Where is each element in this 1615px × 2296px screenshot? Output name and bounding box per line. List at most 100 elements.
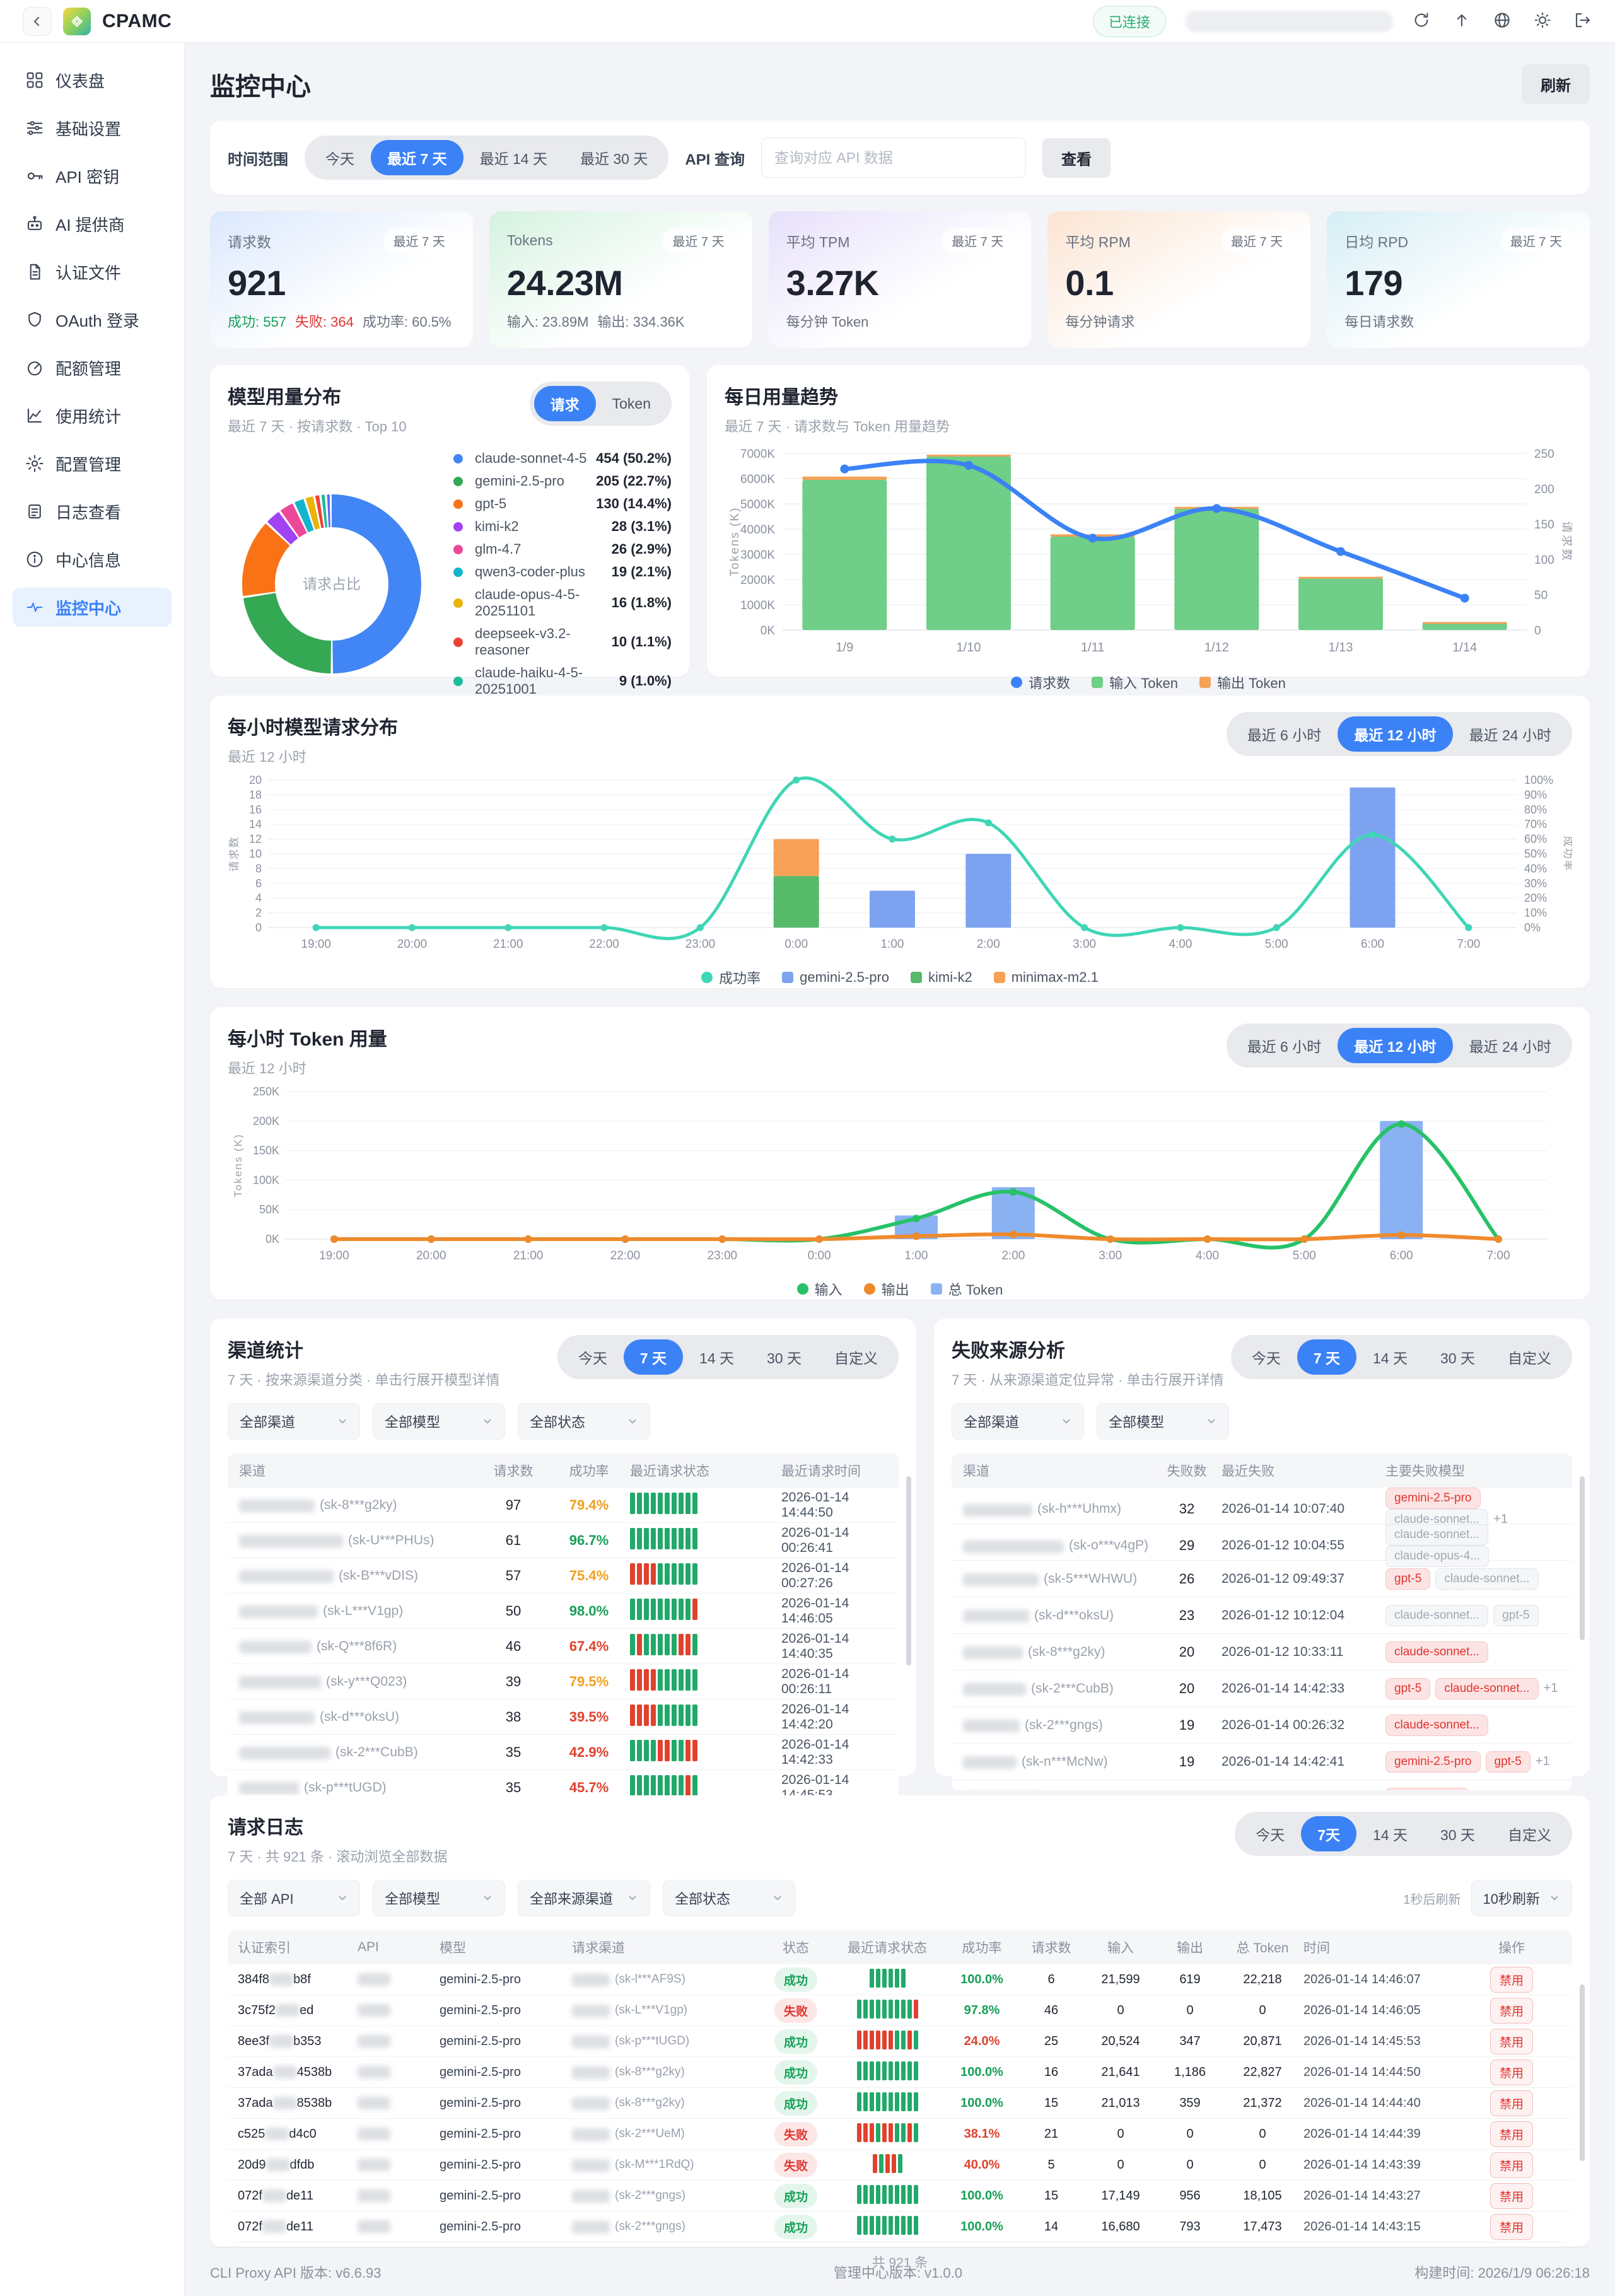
legend-item[interactable]: 输出 (863, 1279, 909, 1299)
sidebar-item-11[interactable]: 中心信息 (13, 540, 172, 579)
refresh-interval-select[interactable]: 10秒刷新 (1471, 1880, 1572, 1916)
failure-analysis-range-option[interactable]: 自定义 (1491, 1339, 1568, 1375)
disable-button[interactable]: 禁用 (1490, 2152, 1533, 2178)
filter-select[interactable]: 全部来源渠道 (518, 1880, 650, 1916)
hourly-requests-toggle-option[interactable]: 最近 6 小时 (1231, 716, 1338, 752)
legend-item[interactable]: gemini-2.5-pro (782, 969, 889, 986)
model-usage-toggle-option[interactable]: 请求 (533, 386, 596, 421)
channel-stats-range-option[interactable]: 30 天 (750, 1339, 818, 1375)
legend-item[interactable]: 输出 Token (1199, 672, 1286, 692)
hourly-tokens-toggle-option[interactable]: 最近 12 小时 (1338, 1028, 1453, 1063)
disable-button[interactable]: 禁用 (1490, 2182, 1533, 2209)
failure-row[interactable]: (sk-n***McNw) 19 2026-01-14 14:42:41 gemini… (952, 1744, 1572, 1780)
filter-select[interactable]: 全部 API (228, 1880, 360, 1916)
sidebar-item-9[interactable]: 配置管理 (13, 444, 172, 483)
logout-icon-button[interactable] (1573, 11, 1592, 32)
disable-button[interactable]: 禁用 (1490, 2059, 1533, 2085)
channel-row[interactable]: (sk-8***g2ky) 97 79.4% 2026-01-14 14:44:50 (228, 1488, 899, 1523)
disable-button[interactable]: 禁用 (1490, 2090, 1533, 2116)
refresh-button[interactable]: 刷新 (1522, 64, 1590, 104)
failure-analysis-range-option[interactable]: 7 天 (1297, 1339, 1357, 1375)
filter-select[interactable]: 全部模型 (373, 1880, 505, 1916)
time-range-option[interactable]: 今天 (309, 140, 371, 175)
legend-item[interactable]: 输入 Token (1092, 672, 1178, 692)
scrollbar[interactable] (906, 1476, 911, 1665)
disable-button[interactable]: 禁用 (1490, 2028, 1533, 2054)
sidebar-item-4[interactable]: AI 提供商 (13, 204, 172, 243)
time-range-option[interactable]: 最近 14 天 (464, 140, 564, 175)
request-log-range-option[interactable]: 14 天 (1356, 1816, 1424, 1851)
failure-row[interactable]: (sk-h***Uhmx) 32 2026-01-14 10:07:40 gemini… (952, 1488, 1572, 1530)
failure-analysis-range-option[interactable]: 今天 (1235, 1339, 1297, 1375)
channel-stats-range-option[interactable]: 自定义 (818, 1339, 894, 1375)
svg-text:0K: 0K (761, 624, 776, 638)
channel-stats-range-option[interactable]: 7 天 (623, 1339, 684, 1375)
channel-row[interactable]: (sk-2***CubB) 35 42.9% 2026-01-14 14:42:33 (228, 1735, 899, 1770)
filter-select[interactable]: 全部模型 (373, 1403, 505, 1440)
failure-row[interactable]: (sk-o***v4gP) 29 2026-01-12 10:04:55 claude… (952, 1524, 1572, 1567)
channel-row[interactable]: (sk-d***oksU) 38 39.5% 2026-01-14 14:42:20 (228, 1699, 899, 1735)
filter-select[interactable]: 全部状态 (663, 1880, 795, 1916)
filter-select[interactable]: 全部状态 (518, 1403, 650, 1440)
request-log-range-option[interactable]: 自定义 (1491, 1816, 1568, 1851)
sidebar-item-5[interactable]: 认证文件 (13, 252, 172, 291)
sidebar-item-7[interactable]: 配额管理 (13, 348, 172, 387)
legend-item[interactable]: minimax-m2.1 (993, 969, 1099, 986)
channel-row[interactable]: (sk-y***Q023) 39 79.5% 2026-01-14 00:26:11 (228, 1664, 899, 1699)
channel-row[interactable]: (sk-L***V1gp) 50 98.0% 2026-01-14 14:46:05 (228, 1594, 899, 1629)
api-query-input[interactable] (761, 137, 1027, 178)
sidebar-item-6[interactable]: OAuth 登录 (13, 300, 172, 339)
hourly-tokens-toggle-option[interactable]: 最近 6 小时 (1231, 1028, 1338, 1063)
upload-icon-button[interactable] (1452, 11, 1471, 32)
time-range-option[interactable]: 最近 30 天 (564, 140, 664, 175)
globe-icon-button[interactable] (1493, 11, 1512, 32)
channel-row[interactable]: (sk-Q***8f6R) 46 67.4% 2026-01-14 14:40:35 (228, 1629, 899, 1664)
sidebar-item-2[interactable]: 基础设置 (13, 108, 172, 148)
disable-button[interactable]: 禁用 (1490, 1997, 1533, 2024)
hourly-tokens-toggle-option[interactable]: 最近 24 小时 (1453, 1028, 1568, 1063)
channel-row[interactable]: (sk-U***PHUs) 61 96.7% 2026-01-14 00:26:41 (228, 1523, 899, 1558)
stat-card-value: 0.1 (1065, 263, 1114, 303)
channel-stats-range-option[interactable]: 14 天 (683, 1339, 750, 1375)
filter-select[interactable]: 全部渠道 (952, 1403, 1084, 1440)
scrollbar[interactable] (1580, 1476, 1585, 1640)
request-log-range-option[interactable]: 今天 (1239, 1816, 1301, 1851)
model-usage-toggle-option[interactable]: Token (596, 388, 667, 419)
legend-item[interactable]: 输入 (796, 1279, 842, 1299)
chevron-down-icon (339, 1896, 346, 1901)
disable-button[interactable]: 禁用 (1490, 2213, 1533, 2240)
legend-item[interactable]: 总 Token (930, 1279, 1003, 1299)
hourly-requests-toggle-option[interactable]: 最近 24 小时 (1453, 716, 1568, 752)
sidebar-item-1[interactable]: 仪表盘 (13, 61, 172, 100)
legend-item[interactable]: 请求数 (1011, 672, 1070, 692)
filter-select[interactable]: 全部渠道 (228, 1403, 360, 1440)
filter-select[interactable]: 全部模型 (1097, 1403, 1229, 1440)
failure-row[interactable]: (sk-2***gngs) 19 2026-01-14 00:26:32 claude… (952, 1707, 1572, 1744)
failure-row[interactable]: (sk-8***g2ky) 20 2026-01-12 10:33:11 claude… (952, 1634, 1572, 1670)
disable-button[interactable]: 禁用 (1490, 2121, 1533, 2147)
request-log-range-option[interactable]: 7天 (1301, 1816, 1357, 1851)
request-log-range-option[interactable]: 30 天 (1424, 1816, 1491, 1851)
scrollbar[interactable] (1580, 1984, 1585, 2161)
legend-item[interactable]: kimi-k2 (911, 969, 972, 986)
disable-button[interactable]: 禁用 (1490, 1966, 1533, 1993)
failure-analysis-range-option[interactable]: 30 天 (1424, 1339, 1491, 1375)
failure-analysis-range-option[interactable]: 14 天 (1356, 1339, 1424, 1375)
back-button[interactable] (23, 6, 52, 36)
hourly-requests-toggle-option[interactable]: 最近 12 小时 (1338, 716, 1453, 752)
time-range-option[interactable]: 最近 7 天 (371, 140, 464, 175)
theme-icon-button[interactable] (1533, 11, 1552, 32)
failure-row[interactable]: (sk-d***oksU) 23 2026-01-12 10:12:04 claude… (952, 1597, 1572, 1634)
channel-row[interactable]: (sk-B***vDIS) 57 75.4% 2026-01-14 00:27:26 (228, 1558, 899, 1594)
sidebar-item-10[interactable]: 日志查看 (13, 492, 172, 531)
sidebar-item-12[interactable]: 监控中心 (13, 588, 172, 627)
refresh-icon-button[interactable] (1412, 11, 1431, 32)
hourly-tokens-legend: 输入 输出 总 Token (228, 1279, 1572, 1299)
legend-item[interactable]: 成功率 (701, 967, 761, 988)
failure-row[interactable]: (sk-2***CubB) 20 2026-01-14 14:42:33 gpt-5 c… (952, 1670, 1572, 1707)
sidebar-item-3[interactable]: API 密钥 (13, 156, 172, 195)
view-button[interactable]: 查看 (1042, 137, 1111, 178)
channel-stats-range-option[interactable]: 今天 (562, 1339, 624, 1375)
sidebar-item-8[interactable]: 使用统计 (13, 396, 172, 435)
